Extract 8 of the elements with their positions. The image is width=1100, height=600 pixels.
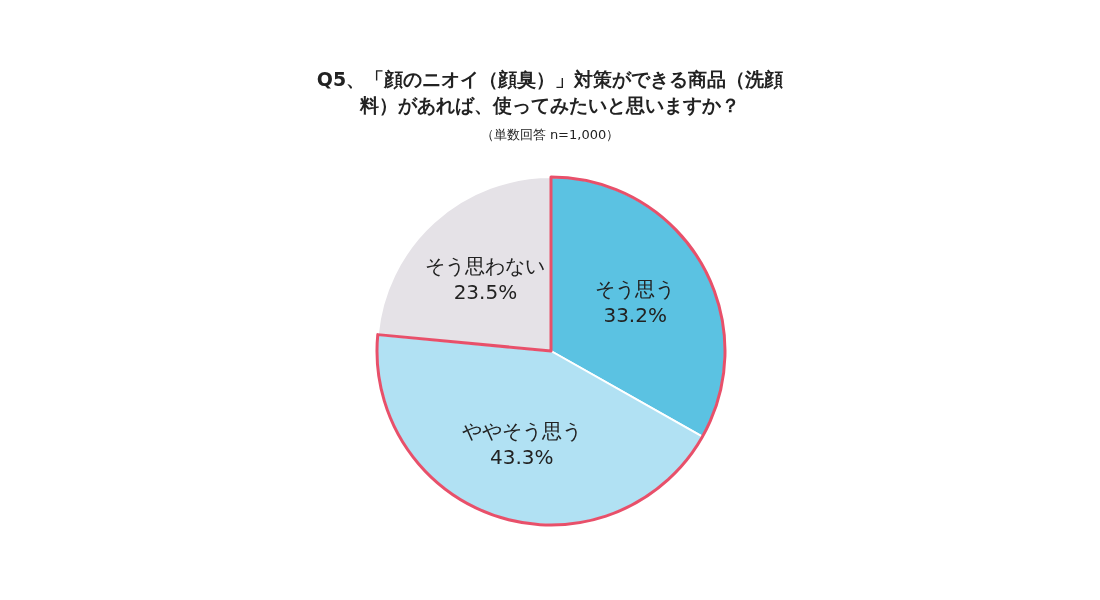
slice-label: ややそう思う: [461, 418, 582, 443]
data-label: 43.3%: [489, 444, 554, 469]
slice-label: そう思う: [595, 276, 676, 301]
data-label: 33.2%: [603, 302, 667, 327]
slice-label: そう思わない: [425, 253, 546, 278]
chart-subtitle: （単数回答 n=1,000）: [479, 126, 621, 144]
data-label: 23.5%: [453, 279, 518, 304]
chart-title: Q5、「顔のニオイ（顔臭）」対策ができる商品（洗顔料）があれば、使ってみたいと思いますか？: [315, 67, 785, 118]
